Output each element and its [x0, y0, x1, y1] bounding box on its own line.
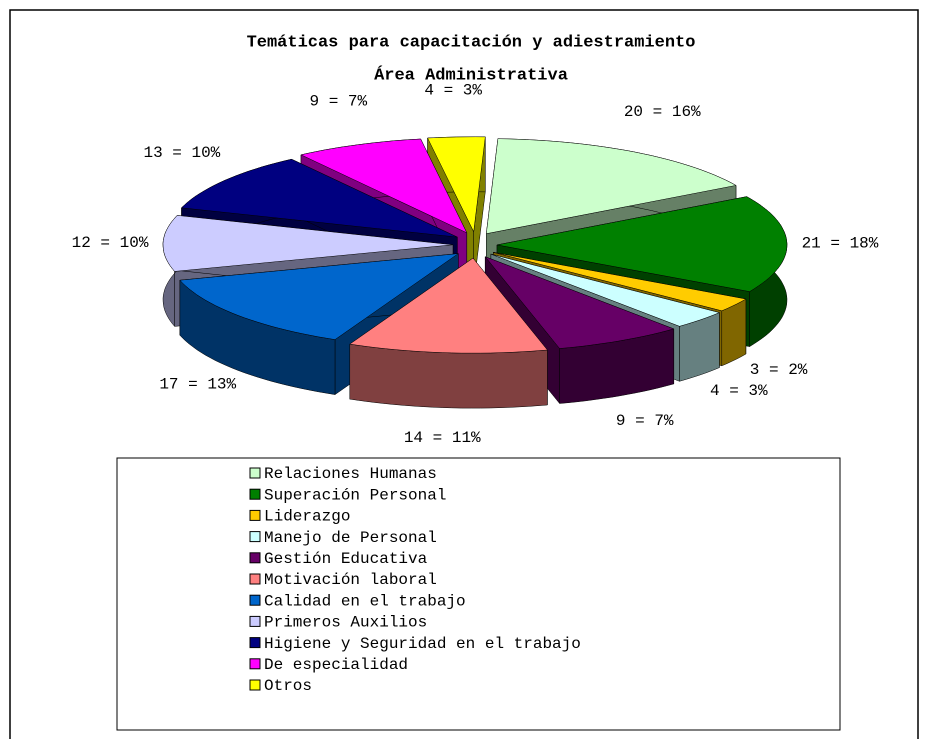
slice [496, 196, 788, 292]
data-label: 9 = 7% [616, 412, 674, 430]
legend-swatch [249, 467, 261, 479]
chart-title: Temáticas para capacitación y adiestrami… [247, 33, 696, 52]
slice [493, 252, 747, 312]
slice [427, 136, 486, 233]
slice [349, 257, 548, 354]
slice [490, 253, 721, 327]
pie [162, 136, 788, 409]
data-label: 20 = 16% [624, 103, 701, 121]
data-label: 3 = 2% [750, 361, 808, 379]
slice [180, 158, 458, 238]
data-label: 9 = 7% [310, 92, 368, 110]
data-label: 4 = 3% [710, 382, 768, 400]
legend-label: Superación Personal [264, 486, 446, 504]
data-label: 14 = 11% [404, 429, 481, 447]
legend-swatch [249, 509, 261, 521]
legend-swatch [249, 658, 261, 670]
legend-label: Otros [264, 677, 312, 695]
data-label: 21 = 18% [802, 235, 879, 253]
legend-label: De especialidad [264, 656, 408, 674]
data-label: 4 = 3% [424, 81, 482, 99]
legend-label: Motivación laboral [264, 571, 437, 589]
data-label: 12 = 10% [72, 234, 149, 252]
legend-label: Primeros Auxilios [264, 614, 427, 632]
legend-label: Manejo de Personal [264, 529, 437, 547]
legend-label: Higiene y Seguridad en el trabajo [264, 635, 581, 653]
slice [484, 256, 675, 349]
slice [179, 253, 460, 340]
slice [300, 138, 468, 234]
legend-label: Calidad en el trabajo [264, 592, 466, 610]
legend-box [116, 457, 841, 731]
chart-subtitle: Área Administrativa [374, 65, 568, 85]
data-label: 17 = 13% [159, 376, 236, 394]
legend-swatch [249, 552, 261, 564]
slice [162, 215, 454, 272]
legend-label: Gestión Educativa [264, 550, 428, 568]
slice-group [179, 253, 460, 396]
legend-swatch [249, 594, 261, 606]
legend-label: Liderazgo [264, 508, 350, 526]
data-label: 13 = 10% [143, 144, 220, 162]
slice-side [349, 343, 548, 409]
legend-swatch [249, 637, 261, 649]
legend-swatch [249, 531, 261, 543]
legend-swatch [249, 488, 261, 500]
legend-label: Relaciones Humanas [264, 465, 437, 483]
slice-group [349, 257, 548, 409]
legend-swatch [249, 573, 261, 585]
legend-swatch [249, 615, 261, 627]
slice [486, 138, 737, 235]
legend-swatch [249, 679, 261, 691]
